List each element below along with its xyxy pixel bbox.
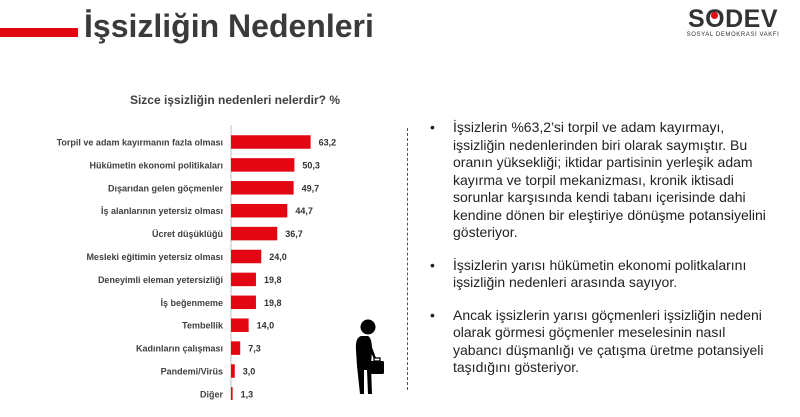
title-accent-bar (0, 28, 78, 37)
bar (231, 249, 262, 264)
value-label: 44,7 (295, 206, 313, 216)
bar (231, 364, 235, 378)
logo-wordmark: SO DEV (672, 6, 794, 32)
category-label: Torpil ve adam kayırmanın fazla olması (57, 138, 223, 148)
logo-subtitle: SOSYAL DEMOKRASİ VAKFI (686, 32, 780, 38)
value-label: 19,8 (264, 298, 282, 308)
value-label: 14,0 (257, 321, 275, 331)
logo-o: O (705, 6, 725, 32)
bar (231, 272, 256, 287)
logo-text-o: O (705, 5, 726, 33)
unemployed-person-icon (355, 319, 384, 394)
bar-chart: Torpil ve adam kayırmanın fazla olması 63… (57, 125, 337, 400)
value-label: 24,0 (269, 252, 287, 262)
category-label: Pandemi/Virüs (161, 367, 223, 377)
logo-text-dev: DEV (725, 5, 779, 33)
bar (231, 295, 256, 310)
chart-title: Sizce işsizliğin nedenleri nelerdir? % (129, 93, 341, 107)
category-label: Dışarıdan gelen göçmenler (108, 183, 224, 193)
bar (231, 341, 241, 355)
bar (231, 158, 295, 172)
page-title: İşsizliğin Nedenleri (84, 8, 374, 44)
bullet-item: • İşsizlerin %63,2’si torpil ve adam kayı… (425, 119, 775, 242)
value-label: 49,7 (302, 183, 320, 193)
value-label: 50,3 (302, 160, 320, 170)
category-label: Tembellik (182, 321, 224, 331)
value-label: 3,0 (243, 367, 256, 377)
bar (231, 203, 288, 218)
bar (231, 135, 311, 149)
category-label: Deneyimli eleman yetersizliği (98, 275, 223, 285)
dashed-divider (407, 128, 408, 390)
category-label: Ücret düşüklüğü (152, 229, 223, 239)
value-label: 63,2 (319, 138, 337, 148)
bullet-text: İşsizlerin yarısı hükümetin ekonomi poli… (453, 256, 747, 291)
value-label: 7,3 (248, 344, 261, 354)
category-label: Diğer (200, 389, 224, 399)
bullet-item: • Ancak işsizlerin yarısı göçmenleri işsi… (425, 307, 775, 377)
category-label: Kadınların çalışması (136, 344, 223, 354)
value-label: 19,8 (264, 275, 282, 285)
bullet-item: • İşsizlerin yarısı hükümetin ekonomi pol… (425, 257, 775, 292)
bar (231, 181, 294, 195)
logo-text-s: S (687, 5, 706, 33)
bullet-dot: • (430, 256, 435, 273)
bullet-dot: • (430, 306, 435, 323)
bullet-list: • İşsizlerin %63,2’si torpil ve adam kayı… (425, 119, 775, 392)
bullet-dot: • (430, 119, 435, 135)
bullet-text: Ancak işsizlerin yarısı göçmenleri işsiz… (453, 306, 764, 376)
value-label: 1,3 (241, 389, 254, 399)
value-label: 36,7 (285, 229, 303, 239)
sodev-logo: SO DEV SOSYAL DEMOKRASİ VAKFI (672, 6, 794, 38)
category-label: Hükümetin ekonomi politikaları (89, 160, 223, 170)
bar (231, 226, 278, 241)
logo-red-dot (711, 12, 719, 19)
bar (231, 318, 249, 332)
category-label: Mesleki eğitimin yetersiz olması (86, 252, 223, 262)
bullet-text: İşsizlerin %63,2’si torpil ve adam kayır… (453, 119, 766, 240)
category-label: İş beğenmeme (160, 298, 223, 308)
category-label: İş alanlarının yetersiz olması (101, 206, 223, 216)
bar (231, 387, 233, 400)
